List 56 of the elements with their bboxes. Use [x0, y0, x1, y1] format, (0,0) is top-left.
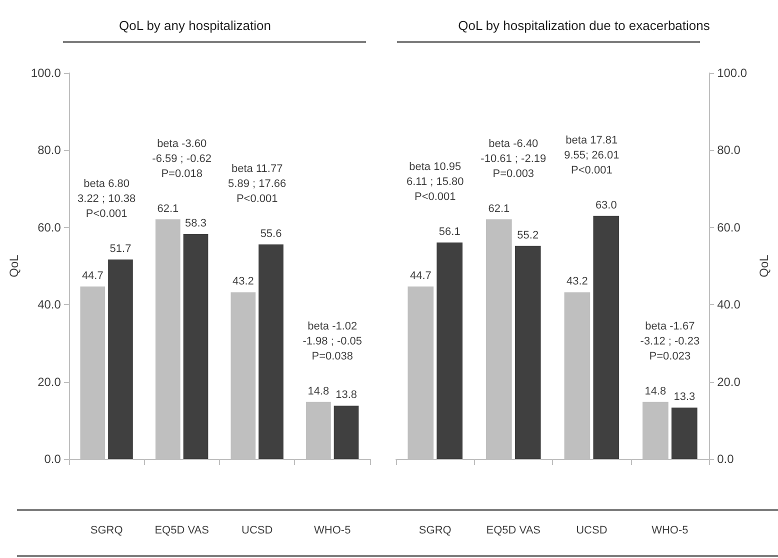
x-tick-label: SGRQ [418, 524, 452, 536]
data-label: 56.1 [438, 226, 460, 238]
bar [671, 408, 698, 459]
y-tick-label: 20.0 [38, 374, 62, 389]
y-tick-label: 60.0 [38, 220, 62, 234]
chart-title: QoL by any hospitalization [118, 18, 272, 33]
bar [183, 234, 208, 459]
data-label: 14.8 [644, 385, 666, 398]
data-label: 62.1 [157, 202, 179, 215]
y2-tick-label: 20.0 [717, 374, 741, 389]
bar [334, 406, 359, 459]
annotation: beta -1.67 -3.12 ; -0.23 P=0.023 [640, 320, 700, 362]
annotation: beta 10.95 6.11 ; 15.80 P<0.001 [406, 160, 464, 203]
y2-tick-label: 80.0 [717, 143, 741, 158]
x-tick-label: UCSD [576, 524, 608, 536]
data-label: 13.8 [336, 389, 357, 402]
annotation: beta 11.77 5.89 ; 17.66 P<0.001 [228, 162, 286, 205]
y2-axis-title: QoL [757, 254, 771, 278]
bar [258, 244, 284, 459]
y2-tick-label: 0.0 [717, 452, 734, 466]
annotation: beta -3.60 -6.59 ; -0.62 P=0.018 [152, 138, 212, 180]
x-tick-label: WHO-5 [314, 524, 351, 536]
data-label: 51.7 [110, 242, 132, 255]
bar [593, 216, 620, 459]
x-tick-label: SGRQ [90, 524, 124, 536]
bar [436, 242, 463, 459]
annotation: beta -1.02 -1.98 ; -0.05 P=0.038 [302, 320, 362, 362]
annotation: beta -6.40 -10.61 ; -2.19 P=0.003 [480, 138, 546, 180]
x-tick-label: WHO-5 [652, 524, 688, 536]
data-label: 44.7 [410, 270, 432, 282]
data-label: 43.2 [232, 276, 254, 288]
data-label: 43.2 [566, 276, 588, 288]
annotation: beta 6.80 3.22 ; 10.38 P<0.001 [78, 178, 136, 220]
data-label: 63.0 [595, 199, 617, 212]
data-label: 55.6 [260, 228, 282, 240]
bar [108, 259, 133, 459]
y-axis-title: QoL [7, 254, 21, 278]
y2-tick-label: 100.0 [717, 66, 748, 80]
y-tick-label: 80.0 [38, 143, 62, 158]
y-tick-label: 100.0 [30, 66, 62, 80]
x-tick-label: UCSD [242, 524, 273, 536]
chart-title: QoL by hospitalization due to exacerbations [458, 18, 710, 33]
y2-tick-label: 40.0 [717, 298, 741, 312]
data-label: 58.3 [185, 217, 206, 230]
data-label: 55.2 [517, 229, 539, 242]
y-tick-label: 40.0 [38, 298, 62, 312]
data-label: 62.1 [488, 202, 510, 215]
x-tick-label: EQ5D VAS [486, 524, 541, 536]
x-tick-label: EQ5D VAS [154, 524, 209, 536]
data-label: 14.8 [308, 385, 330, 398]
annotation: beta 17.81 9.55; 26.01 P<0.001 [564, 134, 620, 176]
y-tick-label: 0.0 [44, 452, 62, 466]
data-label: 13.3 [674, 391, 696, 404]
y2-tick-label: 60.0 [717, 220, 741, 234]
data-label: 44.7 [82, 270, 104, 282]
bar [514, 246, 541, 459]
